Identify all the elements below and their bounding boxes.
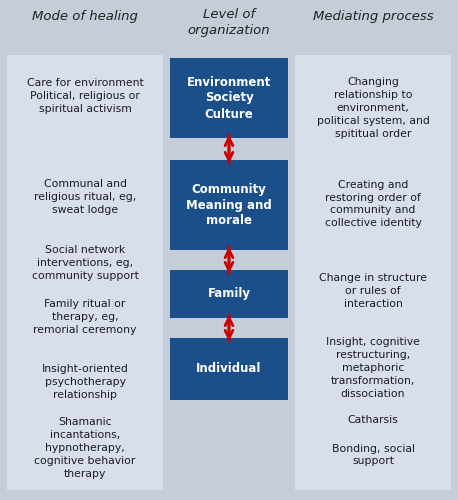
Bar [170,160,288,250]
Text: Social network
interventions, eg,
community support: Social network interventions, eg, commun… [32,245,138,281]
Text: Environment
Society
Culture: Environment Society Culture [187,76,271,120]
Text: Insight-oriented
psychotherapy
relationship: Insight-oriented psychotherapy relations… [42,364,128,400]
Text: Insight, cognitive
restructuring,
metaphoric
transformation,
dissociation: Insight, cognitive restructuring, metaph… [326,338,420,398]
Text: Care for environment
Political, religious or
spiritual activism: Care for environment Political, religiou… [27,78,143,114]
Text: Family: Family [207,288,251,300]
Text: Change in structure
or rules of
interaction: Change in structure or rules of interact… [319,273,427,309]
Text: Mediating process: Mediating process [313,10,433,23]
Bar [170,338,288,400]
Text: Family ritual or
therapy, eg,
remorial ceremony: Family ritual or therapy, eg, remorial c… [33,299,136,335]
Bar [7,55,163,490]
Bar [295,55,451,490]
Text: Shamanic
incantations,
hypnotherapy,
cognitive behavior
therapy: Shamanic incantations, hypnotherapy, cog… [34,418,136,478]
Bar [170,270,288,318]
Text: Level of
organization: Level of organization [188,8,270,37]
Text: Individual: Individual [196,362,262,376]
Text: Mode of healing: Mode of healing [32,10,138,23]
Bar [170,58,288,138]
Text: Communal and
religious ritual, eg,
sweat lodge: Communal and religious ritual, eg, sweat… [34,179,136,215]
Text: Creating and
restoring order of
community and
collective identity: Creating and restoring order of communit… [325,180,421,228]
Text: Community
Meaning and
morale: Community Meaning and morale [186,182,272,228]
Text: Catharsis: Catharsis [348,415,398,425]
Text: Changing
relationship to
environment,
political system, and
spititual order: Changing relationship to environment, po… [316,78,430,138]
Text: Bonding, social
support: Bonding, social support [332,444,414,466]
